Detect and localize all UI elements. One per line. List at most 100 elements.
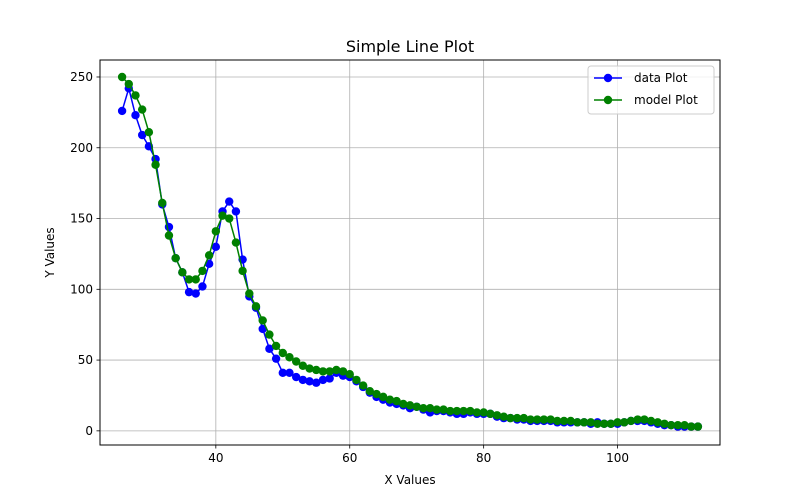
legend-swatch-marker <box>603 73 613 83</box>
data-point <box>271 341 281 351</box>
data-point <box>171 253 180 263</box>
data-point <box>687 422 696 431</box>
data-point <box>345 370 354 379</box>
data-point <box>131 111 140 120</box>
data-point <box>245 289 254 298</box>
data-point <box>151 160 160 169</box>
x-tick-label: 100 <box>606 451 629 465</box>
data-point <box>117 106 127 116</box>
data-point <box>640 415 649 424</box>
data-point <box>646 416 656 426</box>
data-point <box>593 419 602 428</box>
data-point <box>673 420 683 430</box>
data-point <box>372 389 381 399</box>
data-point <box>479 408 488 417</box>
data-point <box>385 395 395 404</box>
data-point <box>312 378 321 387</box>
data-point <box>526 415 535 424</box>
y-tick-label: 100 <box>70 282 93 296</box>
data-point <box>352 375 361 385</box>
data-point <box>164 231 174 240</box>
data-point <box>599 419 609 428</box>
data-point <box>178 268 187 277</box>
data-point <box>419 404 428 413</box>
data-point <box>278 348 287 358</box>
data-point <box>425 404 435 413</box>
data-point <box>573 418 582 427</box>
y-axis-label: Y Values <box>43 227 57 278</box>
data-point <box>399 399 408 409</box>
data-point <box>459 406 468 416</box>
data-point <box>291 357 301 366</box>
data-point <box>198 282 207 291</box>
data-point <box>405 401 415 410</box>
chart-title: Simple Line Plot <box>346 37 474 56</box>
data-point <box>265 344 274 353</box>
data-point <box>318 367 328 376</box>
axis-ticks: 40 60 80 100 0 50 100 150 200 250 <box>70 70 629 465</box>
data-point <box>258 316 267 325</box>
data-point <box>124 79 133 89</box>
data-point <box>492 411 502 420</box>
x-axis-label: X Values <box>384 473 435 487</box>
plot-frame <box>99 59 721 446</box>
data-point <box>191 289 200 298</box>
data-point <box>218 211 227 220</box>
data-point <box>613 418 622 427</box>
data-point <box>271 354 281 363</box>
data-point <box>553 416 562 426</box>
data-point <box>285 368 294 378</box>
data-point <box>566 416 575 426</box>
data-point <box>412 402 421 411</box>
data-point <box>191 275 200 284</box>
data-point <box>298 375 308 385</box>
data-point <box>358 381 368 390</box>
x-tick-label: 60 <box>342 451 357 465</box>
data-point <box>225 197 234 206</box>
data-point <box>211 242 221 252</box>
data-point <box>305 377 314 386</box>
data-point <box>298 361 308 370</box>
data-point <box>198 266 207 276</box>
data-point <box>117 72 127 82</box>
data-point <box>606 419 616 428</box>
data-point <box>291 372 301 382</box>
data-point <box>445 406 455 416</box>
legend-label: model Plot <box>634 93 698 107</box>
data-point <box>211 227 221 236</box>
data-point <box>693 422 703 431</box>
data-point <box>512 413 522 423</box>
data-point <box>660 419 669 428</box>
data-point <box>332 365 341 375</box>
data-point <box>579 418 589 427</box>
legend: data Plot model Plot <box>587 65 715 115</box>
data-point <box>452 406 462 416</box>
data-point <box>539 415 549 424</box>
y-tick-label: 50 <box>78 353 93 367</box>
legend-swatch-marker <box>603 95 613 105</box>
data-point <box>559 416 569 426</box>
y-tick-label: 150 <box>70 212 93 226</box>
data-point <box>158 198 167 208</box>
data-point <box>184 287 194 297</box>
data-point <box>265 330 274 339</box>
data-point <box>506 413 515 423</box>
y-tick-label: 200 <box>70 141 93 155</box>
data-point <box>466 406 475 416</box>
data-point <box>238 266 247 276</box>
data-point <box>499 412 508 421</box>
data-point <box>325 374 334 383</box>
data-point <box>519 413 529 423</box>
data-point <box>620 418 629 427</box>
y-tick-label: 250 <box>70 70 93 84</box>
data-point <box>204 251 214 260</box>
data-point <box>633 415 642 424</box>
data-point <box>312 365 321 375</box>
data-point <box>231 207 241 216</box>
series-model-plot <box>117 72 703 431</box>
data-point <box>285 353 294 362</box>
data-point <box>318 375 328 385</box>
data-point <box>379 392 388 402</box>
data-point <box>653 418 662 427</box>
data-point <box>258 324 267 334</box>
